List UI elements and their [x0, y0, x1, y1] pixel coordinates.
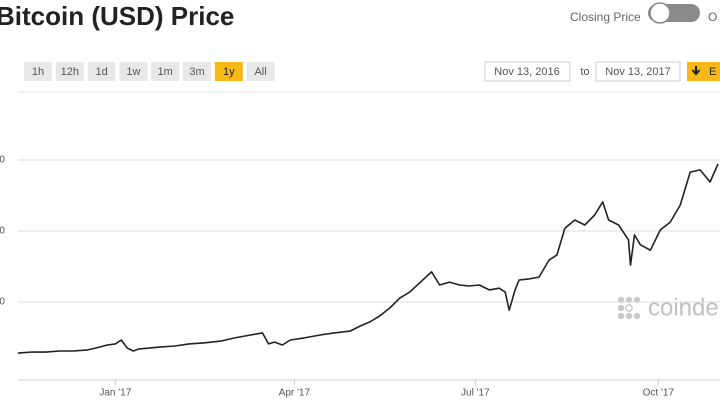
range-buttons: 1h 12h 1d 1w 1m 3m 1y All [24, 62, 275, 81]
range-button[interactable]: 1w [119, 62, 148, 81]
button-label: 1m [158, 66, 173, 78]
y-tick-label: 4000 [0, 226, 5, 237]
toggle-option: O [708, 10, 717, 24]
watermark-icon [617, 296, 641, 320]
date-to-input[interactable]: Nov 13, 2017 [595, 61, 681, 82]
date-from: Nov 13, 2016 [494, 66, 559, 78]
x-tick-label: Jan '17 [99, 388, 131, 399]
export-button[interactable]: E [687, 62, 720, 81]
toggle-label: Closing Price [570, 10, 641, 24]
input-box [595, 61, 681, 82]
button-bg [119, 62, 148, 81]
range-button[interactable]: 3m [183, 62, 211, 81]
price-line [17, 163, 719, 354]
button-bg [183, 62, 211, 81]
button-label: 1w [126, 66, 140, 78]
button-bg [24, 62, 52, 81]
range-button[interactable]: All [246, 62, 275, 81]
x-tick-label: Apr '17 [279, 388, 311, 399]
watermark-text: coinde [648, 294, 719, 321]
range-button[interactable]: 1y [214, 62, 243, 81]
button-bg [214, 62, 243, 81]
button-label: 1y [223, 66, 235, 78]
button-label: 1d [95, 66, 107, 78]
date-to-label: to [580, 66, 589, 78]
button-bg [55, 62, 84, 81]
input-box [484, 61, 571, 82]
button-label: 3m [189, 66, 204, 78]
button-bg [151, 62, 180, 81]
date-to: Nov 13, 2017 [605, 66, 670, 78]
button-bg [87, 62, 116, 81]
y-tick-label: 6000 [0, 155, 5, 166]
range-button[interactable]: 1m [151, 62, 180, 81]
button-bg [246, 62, 275, 81]
button-label: 12h [61, 66, 79, 78]
closing-price-toggle[interactable] [648, 2, 700, 24]
x-tick-label: Jul '17 [461, 388, 490, 399]
x-tick-label: Oct '17 [643, 388, 675, 399]
page-title: Bitcoin (USD) Price [0, 1, 234, 31]
price-chart: 2000 4000 6000 Jan '17 Apr '17 Jul '17 Oct '17 [0, 155, 720, 399]
button-label: 1h [32, 66, 44, 78]
toggle-knob [649, 2, 671, 24]
download-icon [691, 66, 701, 76]
export-label: E [709, 66, 716, 78]
range-button[interactable]: 12h [55, 62, 84, 81]
range-button[interactable]: 1d [87, 62, 116, 81]
date-from-input[interactable]: Nov 13, 2016 [484, 61, 571, 82]
y-tick-label: 2000 [0, 297, 5, 308]
watermark: coinde [617, 294, 719, 321]
range-button[interactable]: 1h [24, 62, 52, 81]
button-label: All [254, 66, 266, 78]
